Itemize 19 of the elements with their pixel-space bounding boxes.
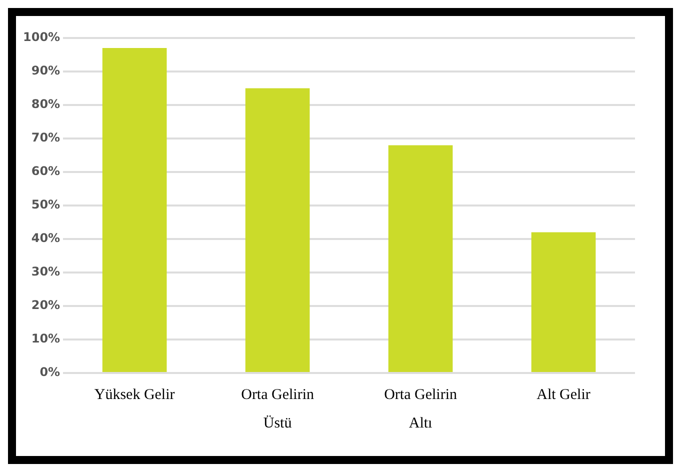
bar [102,48,167,372]
y-tick-label: 0% [40,365,60,380]
x-tick-label: Yüksek Gelir [94,387,175,404]
y-tick-label: 70% [31,130,60,145]
y-tick-label: 50% [31,198,60,212]
bar [388,145,453,372]
y-tick-label: 10% [31,332,60,346]
bar [245,88,310,372]
y-tick-label: 80% [31,97,60,112]
y-tick-label: 40% [31,231,60,246]
y-tick-label: 90% [31,64,60,78]
y-tick-label: 30% [31,264,60,279]
x-tick-label: Alt Gelir [536,387,590,404]
bar [531,232,596,372]
x-tick-label: Orta Gelirin Üstü [241,387,314,432]
y-tick-label: 100% [22,30,60,44]
y-tick-label: 60% [31,164,60,178]
x-tick-label: Orta Gelirin Altı [384,387,458,432]
y-tick-label: 20% [31,298,60,312]
